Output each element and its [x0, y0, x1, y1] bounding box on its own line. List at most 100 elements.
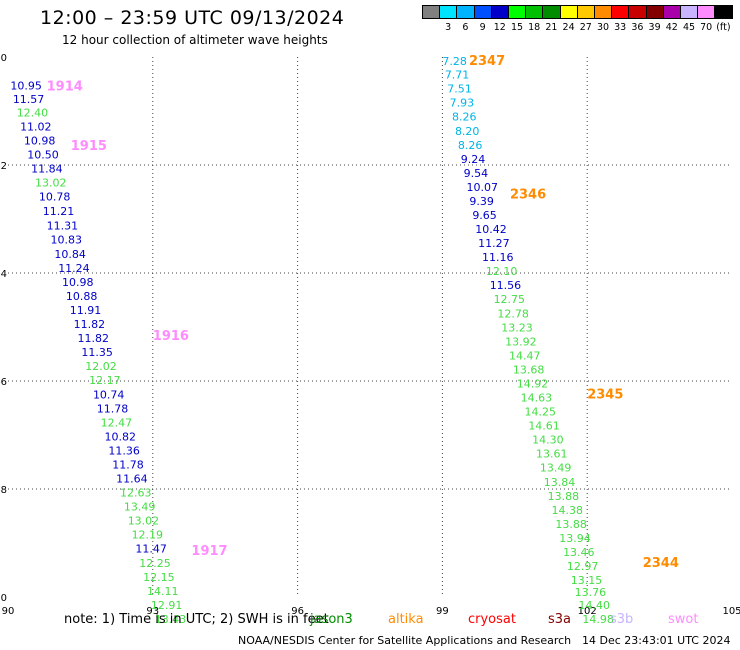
swh-value: 11.82	[74, 318, 106, 331]
scale-label: 24	[562, 22, 575, 33]
scale-label: 39	[648, 22, 661, 33]
swh-value: 10.95	[10, 79, 42, 92]
swh-value: 12.15	[143, 571, 175, 584]
swh-value: 12.02	[85, 360, 117, 373]
swh-value: 13.46	[563, 546, 595, 559]
y-tick-label: -46	[0, 377, 7, 388]
swh-value: 7.51	[447, 83, 472, 96]
swh-value: 13.02	[35, 177, 67, 190]
swh-value: 11.78	[97, 402, 129, 415]
footer-generated-time: 14 Dec 23:43:01 UTC 2024	[582, 634, 731, 647]
swh-value: 14.63	[521, 392, 553, 405]
pass-time-label: 1916	[153, 329, 189, 344]
swh-value: 11.64	[116, 473, 148, 486]
swh-value: 13.88	[548, 490, 580, 503]
scale-label: 15	[510, 22, 524, 33]
pass-time-label: 2345	[587, 387, 623, 402]
swh-value: 12.47	[101, 416, 133, 429]
swh-value: 12.10	[486, 265, 517, 278]
satellite-label-cryosat: cryosat	[468, 612, 516, 627]
satellite-label-altika: altika	[388, 612, 424, 627]
swh-value: 7.71	[445, 69, 470, 82]
swh-value: 13.49	[540, 462, 572, 475]
swh-value: 13.61	[536, 448, 568, 461]
swh-value: 11.47	[135, 543, 167, 556]
swh-value: 12.75	[494, 293, 525, 306]
swh-value: 14.98	[582, 613, 614, 626]
swh-value: 9.54	[464, 167, 489, 180]
swh-value: 10.98	[62, 276, 94, 289]
swh-value: 8.20	[455, 125, 480, 138]
swh-value: 10.78	[39, 191, 71, 204]
swh-value: 12.40	[17, 106, 49, 119]
swh-value: 11.27	[478, 237, 510, 250]
swh-value: 11.36	[108, 444, 140, 457]
swh-value: 14.92	[517, 377, 549, 390]
swh-value: 13.43	[155, 613, 187, 626]
swh-value: 13.84	[544, 476, 576, 489]
swh-value: 11.21	[43, 205, 75, 218]
swh-value: 9.65	[472, 209, 497, 222]
swh-value: 11.91	[70, 304, 102, 317]
y-tick-label: -48	[0, 485, 7, 496]
pass-time-label: 1914	[47, 79, 83, 94]
swh-value: 12.19	[132, 529, 164, 542]
pass-time-label: 1915	[71, 139, 107, 154]
scale-label: 42	[665, 22, 678, 33]
swh-value: 11.16	[482, 251, 513, 264]
swh-value: 12.78	[497, 307, 529, 320]
map-title: 12:00 – 23:59 UTC 09/13/2024	[40, 7, 345, 29]
swh-value: 13.92	[505, 335, 537, 348]
swh-value: 14.47	[509, 349, 541, 362]
pass-time-label: 1917	[191, 544, 227, 559]
x-tick-label: 90	[2, 606, 15, 617]
swh-value: 14.11	[147, 585, 179, 598]
scale-label: 70	[700, 22, 713, 33]
x-tick-label: 99	[436, 606, 449, 617]
x-tick-label: 102	[578, 606, 597, 617]
swh-value: 10.83	[50, 233, 82, 246]
swh-value: 14.25	[524, 406, 556, 419]
swh-value: 12.97	[567, 560, 599, 573]
swh-value: 8.26	[452, 111, 477, 124]
swh-value: 11.56	[490, 279, 521, 292]
swh-value: 14.30	[532, 434, 564, 447]
swh-value: 11.84	[31, 163, 63, 176]
satellite-label-s3a: s3a	[548, 612, 572, 627]
swh-value: 11.57	[13, 93, 45, 106]
y-tick-label: -40	[0, 53, 7, 64]
swh-value: 14.61	[528, 420, 560, 433]
scale-label: 3	[445, 22, 452, 33]
x-tick-label: 96	[291, 606, 304, 617]
footer-credit: NOAA/NESDIS Center for Satellite Applica…	[238, 634, 572, 647]
swh-value: 10.98	[24, 134, 56, 147]
swh-value: 8.26	[458, 139, 483, 152]
x-tick-label: 105	[722, 606, 740, 617]
swh-value: 10.74	[93, 388, 125, 401]
note-text: note: 1) Time is in UTC; 2) SWH is in fe…	[64, 612, 329, 627]
swh-value: 9.24	[461, 153, 486, 166]
swh-value: 14.38	[551, 504, 583, 517]
swh-value: 10.82	[105, 430, 136, 443]
scale-swatch	[714, 5, 733, 19]
swh-value: 13.23	[501, 321, 533, 334]
swh-value: 12.63	[120, 487, 152, 500]
scale-label: 21	[545, 22, 558, 33]
scale-label: 9	[479, 22, 486, 33]
swh-value: 10.84	[54, 248, 86, 261]
scale-label: 27	[579, 22, 592, 33]
swh-value: 11.24	[58, 262, 90, 275]
swh-value: 12.91	[151, 599, 183, 612]
swh-value: 13.94	[559, 532, 591, 545]
scale-label: 12	[493, 22, 506, 33]
swh-value: 10.88	[66, 290, 98, 303]
pass-time-label: 2346	[510, 187, 546, 202]
scale-label: 18	[528, 22, 541, 33]
swh-value: 11.31	[47, 219, 79, 232]
swh-value: 14.40	[579, 599, 611, 612]
swh-value: 7.28	[442, 55, 467, 68]
scale-label: 33	[614, 22, 627, 33]
swh-value: 13.02	[128, 515, 159, 528]
pass-time-label: 2347	[469, 54, 505, 69]
